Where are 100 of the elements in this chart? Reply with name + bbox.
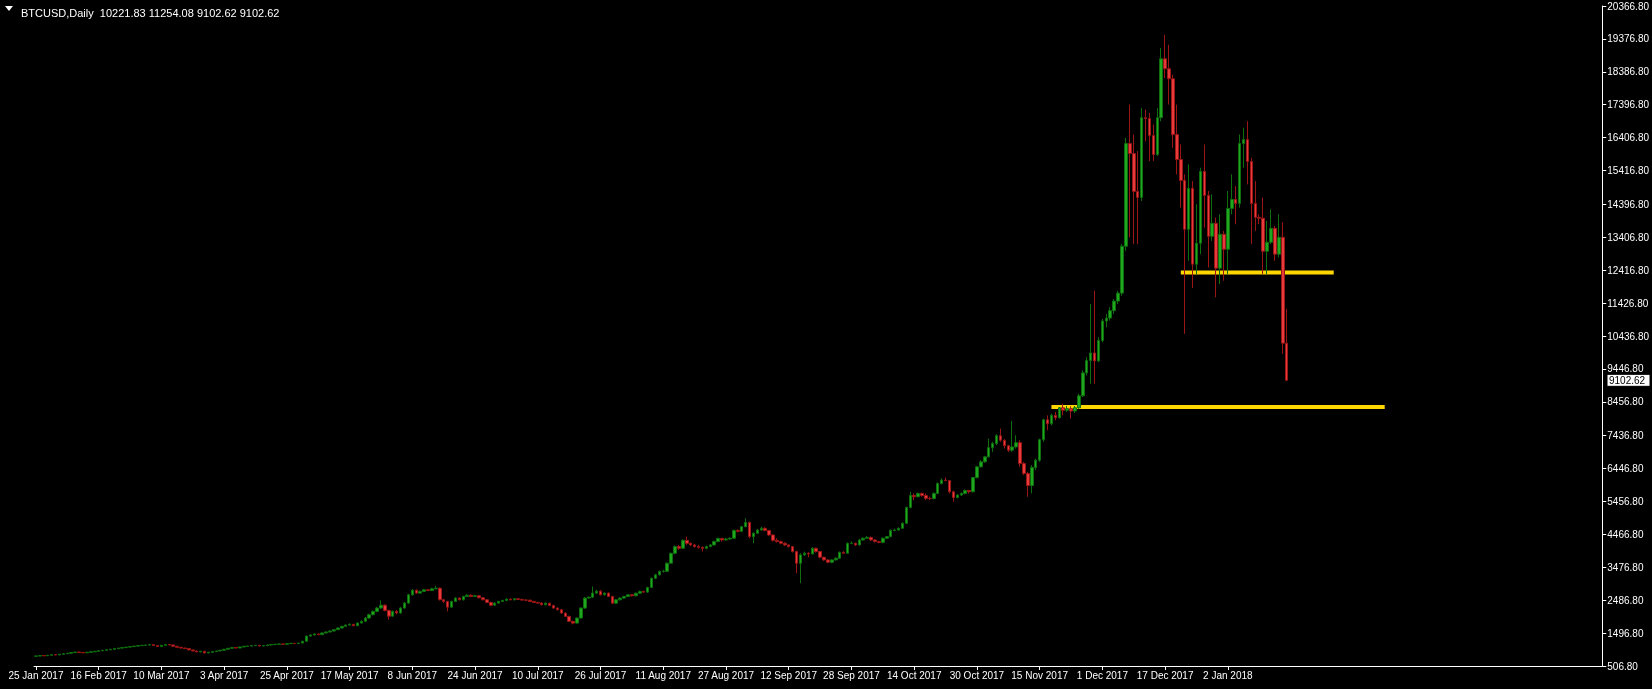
- candlestick: [599, 589, 602, 596]
- candlestick: [834, 556, 838, 562]
- candlestick: [861, 536, 865, 542]
- y-tick-label: 3476.80: [1607, 561, 1644, 573]
- candlestick: [152, 643, 155, 647]
- candlestick: [226, 647, 230, 651]
- candlestick: [317, 633, 320, 636]
- candlestick: [128, 645, 132, 648]
- y-tick-label: 18386.80: [1607, 66, 1650, 78]
- candlestick: [987, 438, 990, 459]
- candlestick: [399, 606, 402, 615]
- candlestick: [560, 608, 563, 615]
- x-tick-label: 16 Feb 2017: [70, 669, 128, 681]
- y-tick-label: 10436.80: [1607, 330, 1650, 342]
- candlestick: [622, 595, 626, 600]
- candlestick: [462, 595, 465, 601]
- candlestick: [234, 646, 238, 649]
- candlestick: [1010, 420, 1014, 453]
- candlestick: [348, 622, 351, 627]
- candlestick: [328, 629, 332, 633]
- candlestick: [477, 594, 481, 599]
- candlestick: [509, 597, 512, 601]
- candlestick: [897, 526, 900, 532]
- x-tick-label: 25 Apr 2017: [259, 669, 315, 681]
- candlestick: [481, 596, 485, 601]
- y-tick-label: 15416.80: [1607, 165, 1650, 176]
- candlestick: [685, 536, 689, 546]
- y-tick-label: 1496.80: [1607, 627, 1644, 639]
- candlestick: [716, 537, 720, 543]
- candlestick: [650, 576, 653, 589]
- candlestick: [552, 604, 555, 610]
- candlestick: [967, 489, 971, 494]
- candlestick: [211, 650, 214, 654]
- x-tick-label: 1 Dec 2017: [1076, 669, 1129, 681]
- y-tick-label: 20366.80: [1607, 0, 1650, 12]
- candlestick: [799, 552, 802, 584]
- candlestick: [536, 601, 540, 605]
- candlestick: [811, 546, 814, 556]
- candlestick: [148, 643, 151, 646]
- candlestick: [634, 591, 638, 597]
- candlestick: [960, 491, 963, 497]
- candlestick: [160, 644, 163, 648]
- candlestick: [571, 620, 575, 625]
- candlestick: [320, 631, 324, 636]
- candlestick: [156, 644, 159, 648]
- x-tick-label: 17 Dec 2017: [1136, 669, 1194, 681]
- candlestick: [846, 541, 849, 555]
- candlestick: [1222, 230, 1226, 282]
- y-tick-label: 13406.80: [1607, 231, 1650, 243]
- y-tick-label: 11426.80: [1607, 297, 1649, 309]
- candlestick: [744, 517, 747, 528]
- candlestick: [230, 646, 234, 650]
- candlestick: [595, 589, 598, 595]
- candlestick: [528, 599, 532, 603]
- candlestick: [269, 643, 273, 646]
- candlestick: [77, 651, 81, 654]
- y-tick-label: 6446.80: [1607, 463, 1644, 475]
- candlestick: [540, 601, 543, 606]
- text: 9102.62: [1609, 374, 1646, 386]
- candlestick: [724, 537, 728, 542]
- candlestick: [614, 598, 618, 605]
- x-tick-label: 8 Jun 2017: [387, 669, 438, 681]
- candlestick: [760, 526, 763, 532]
- candlestick: [407, 593, 410, 605]
- candlestick: [567, 615, 571, 623]
- candlestick: [207, 651, 210, 654]
- candlestick: [732, 529, 736, 540]
- candlestick: [1234, 185, 1237, 225]
- candlestick: [1191, 180, 1194, 289]
- candlestick: [305, 635, 308, 643]
- candlestick: [144, 644, 147, 647]
- x-tick-label: 26 Jul 2017: [574, 669, 627, 681]
- candlestick: [532, 600, 536, 604]
- candlestick: [297, 642, 300, 645]
- candlestick: [779, 540, 783, 545]
- candlestick: [548, 602, 551, 607]
- candlestick: [187, 647, 191, 651]
- x-tick-label: 25 Jan 2017: [8, 669, 64, 681]
- candlestick: [277, 643, 281, 646]
- candlestick: [830, 558, 834, 564]
- candlestick: [936, 481, 939, 495]
- x-tick-label: 24 Jun 2017: [447, 669, 504, 681]
- candlestick: [697, 544, 700, 550]
- candlestick: [391, 609, 394, 618]
- y-tick-label: 16406.80: [1607, 132, 1650, 144]
- candlestick: [254, 644, 257, 647]
- candlestick: [367, 613, 371, 620]
- candlestick: [465, 593, 469, 598]
- candlestick: [450, 600, 453, 609]
- y-tick-label: 14396.80: [1607, 198, 1650, 210]
- candlestick: [50, 653, 53, 657]
- candlestick: [395, 609, 398, 615]
- candlestick: [524, 598, 528, 602]
- candlestick: [42, 654, 46, 657]
- candlestick: [179, 646, 183, 649]
- candlestick: [658, 570, 661, 576]
- x-tick-label: 30 Oct 2017: [949, 669, 1005, 681]
- y-tick-label: 12416.80: [1607, 264, 1650, 276]
- candlestick: [222, 648, 226, 652]
- candlestick: [701, 546, 704, 553]
